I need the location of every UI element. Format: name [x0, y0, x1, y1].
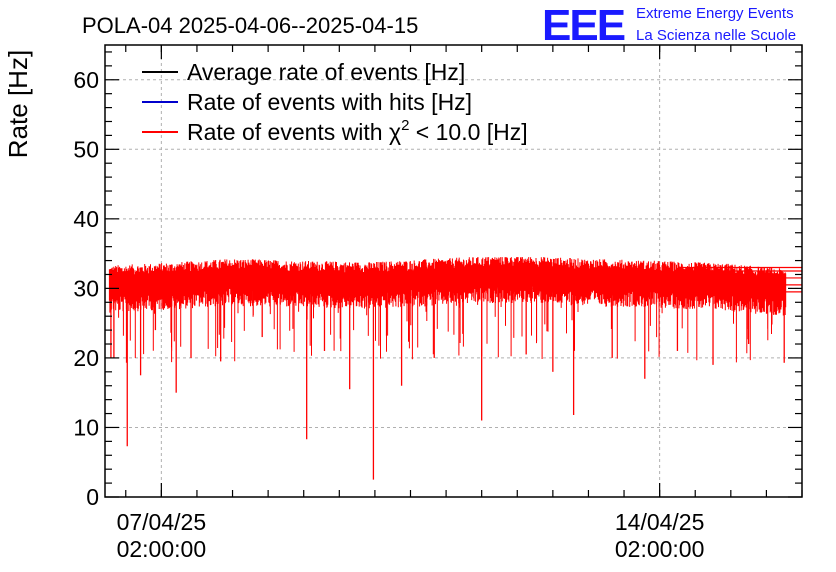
logo-letters: EEE	[542, 1, 625, 50]
legend-label-main: Rate of events with hits [Hz]	[187, 89, 472, 115]
legend-label-superscript: 2	[401, 117, 409, 134]
eee-logo: EEE Extreme Energy Events La Scienza nel…	[542, 1, 796, 50]
y-tick-labels: 0 10 20 30 40 50 60	[73, 67, 99, 510]
x-tick-time: 02:00:00	[117, 536, 207, 562]
y-tick-label: 30	[73, 275, 99, 301]
legend-label-main: Rate of events with χ	[187, 119, 401, 145]
logo-line-1: Extreme Energy Events	[636, 5, 794, 22]
y-axis-title: Rate [Hz]	[3, 50, 33, 158]
y-tick-label: 10	[73, 414, 99, 440]
chart-title: POLA-04 2025-04-06--2025-04-15	[82, 13, 418, 38]
legend-label-suffix: < 10.0 [Hz]	[409, 119, 527, 145]
y-tick-label: 60	[73, 67, 99, 93]
legend-label-hits: Rate of events with hits [Hz]	[187, 89, 472, 115]
y-tick-label: 50	[73, 136, 99, 162]
series-lines	[108, 257, 802, 480]
legend: Average rate of events [Hz] Rate of event…	[142, 59, 528, 145]
y-tick-label: 40	[73, 206, 99, 232]
chi2-rate-band	[108, 257, 787, 316]
y-tick-label: 20	[73, 345, 99, 371]
logo-line-2: La Scienza nelle Scuole	[636, 27, 796, 44]
chi2-rate-minor-dips	[118, 274, 773, 363]
y-tick-label: 0	[86, 484, 99, 510]
x-tick-time: 02:00:00	[615, 536, 705, 562]
axis-ticks	[105, 45, 803, 498]
legend-label-average: Average rate of events [Hz]	[187, 59, 465, 85]
x-tick-date: 07/04/25	[117, 509, 207, 535]
x-tick-date: 14/04/25	[615, 509, 705, 535]
plot-frame	[104, 44, 803, 498]
legend-label-main: Average rate of events [Hz]	[187, 59, 465, 85]
legend-label-chi2: Rate of events with χ2 < 10.0 [Hz]	[187, 117, 528, 145]
